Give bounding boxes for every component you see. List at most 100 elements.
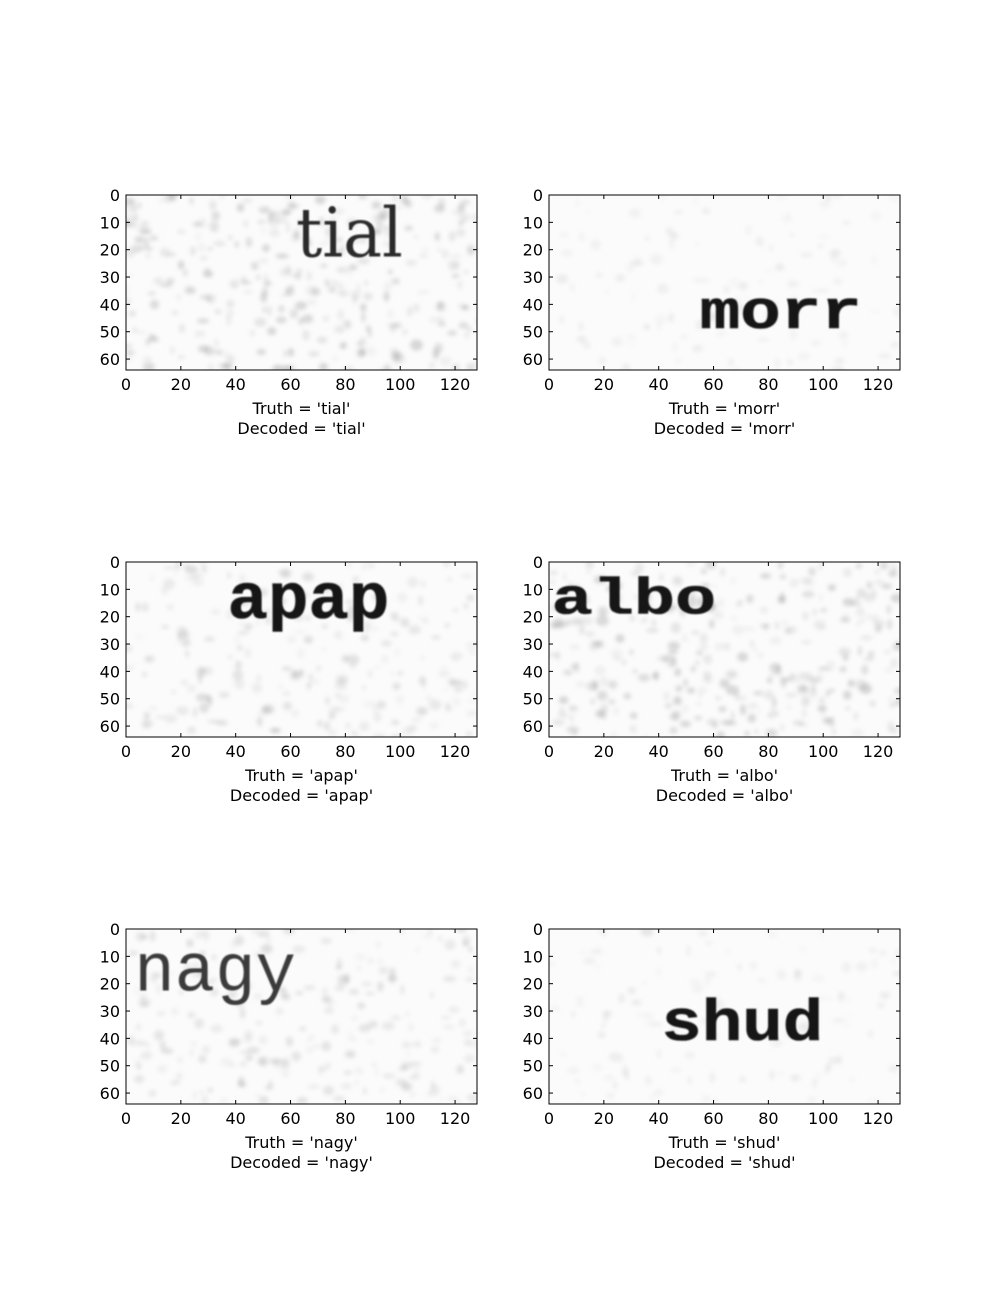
noise-speck <box>895 640 900 651</box>
noise-speck <box>754 729 758 734</box>
panel-6: shud 0 20 40 60 80 100 120 0 10 20 30 40 50 60 Truth = … <box>523 920 901 1172</box>
y-tick-label: 60 <box>523 1084 543 1103</box>
noise-speck <box>611 337 623 347</box>
noise-speck <box>317 719 323 728</box>
y-tick-label: 0 <box>110 920 120 939</box>
noise-speck <box>613 1080 618 1090</box>
noise-speck <box>871 211 881 221</box>
noise-speck <box>346 654 360 665</box>
noise-speck <box>307 681 311 688</box>
noise-speck <box>319 216 324 227</box>
noise-speck <box>278 305 285 313</box>
noise-speck <box>355 953 366 961</box>
noise-speck <box>390 325 396 333</box>
noise-speck <box>367 1039 375 1045</box>
noise-speck <box>326 235 331 244</box>
x-tick-label: 0 <box>544 742 554 761</box>
noise-speck <box>466 594 475 601</box>
noise-speck <box>855 961 868 972</box>
noise-speck <box>151 972 162 978</box>
noise-speck <box>179 989 183 996</box>
noise-speck <box>848 1077 857 1083</box>
noise-speck <box>350 731 358 735</box>
noise-speck <box>779 723 785 732</box>
noise-speck <box>731 615 737 622</box>
noise-speck <box>657 586 664 595</box>
x-tick-label: 20 <box>594 375 614 394</box>
noise-speck <box>558 713 569 718</box>
noise-speck <box>759 606 769 614</box>
y-tick-label: 40 <box>100 662 120 681</box>
noise-speck <box>680 334 687 340</box>
image-noise <box>126 562 477 737</box>
noise-speck <box>395 695 404 704</box>
noise-speck <box>325 696 330 705</box>
noise-speck <box>228 989 237 999</box>
noise-speck <box>358 1023 371 1033</box>
noise-speck <box>157 199 164 203</box>
x-tick-label: 40 <box>649 375 669 394</box>
x-tick-label: 120 <box>863 742 894 761</box>
noise-speck <box>576 335 587 343</box>
noise-speck <box>720 719 734 726</box>
noise-speck <box>280 268 285 277</box>
x-tick-label: 0 <box>121 742 131 761</box>
noise-speck <box>829 249 841 258</box>
noise-speck <box>263 281 272 286</box>
noise-speck <box>383 282 392 292</box>
noise-speck <box>657 968 662 978</box>
noise-speck <box>322 584 331 593</box>
noise-speck <box>442 249 449 259</box>
noise-speck <box>583 957 596 965</box>
noise-speck <box>262 306 267 313</box>
noise-speck <box>226 299 235 308</box>
x-tick-label: 120 <box>440 1109 471 1128</box>
noise-speck <box>838 991 845 1002</box>
noise-speck <box>786 626 799 634</box>
noise-speck <box>332 355 338 362</box>
noise-speck <box>855 607 865 617</box>
noise-speck <box>134 236 145 244</box>
noise-speck <box>830 256 837 262</box>
noise-speck <box>257 219 266 224</box>
noise-speck <box>240 1074 244 1086</box>
noise-speck <box>785 693 798 697</box>
noise-speck <box>889 728 898 735</box>
noise-speck <box>297 591 309 599</box>
noise-speck <box>740 704 746 716</box>
noise-speck <box>321 624 328 629</box>
noise-speck <box>783 619 787 628</box>
noise-speck <box>437 936 444 942</box>
noise-speck <box>143 711 150 721</box>
noise-speck <box>465 977 475 982</box>
noise-speck <box>443 1025 455 1029</box>
noise-speck <box>452 363 460 370</box>
y-tick-label: 30 <box>523 268 543 287</box>
noise-speck <box>243 1035 253 1044</box>
noise-speck <box>416 945 420 954</box>
noise-speck <box>437 670 451 678</box>
noise-speck <box>210 1024 223 1033</box>
x-tick-label: 60 <box>280 742 300 761</box>
noise-speck <box>819 563 823 570</box>
noise-speck <box>466 710 477 717</box>
noise-speck <box>642 981 648 985</box>
noise-speck <box>879 991 891 1000</box>
noise-speck <box>469 214 477 222</box>
noise-speck <box>336 675 349 684</box>
noise-speck <box>672 576 683 586</box>
noise-speck <box>346 562 352 568</box>
noise-speck <box>357 965 361 971</box>
noise-speck <box>710 1072 715 1083</box>
noise-speck <box>630 615 635 622</box>
noise-speck <box>874 570 881 575</box>
noise-speck <box>148 333 155 339</box>
noise-speck <box>359 721 370 732</box>
noise-speck <box>716 731 725 737</box>
noise-speck <box>789 672 795 680</box>
noise-speck <box>340 245 345 251</box>
noise-speck <box>127 1035 136 1046</box>
noise-speck <box>774 263 785 271</box>
noise-speck <box>681 705 689 714</box>
noise-speck <box>367 1020 379 1029</box>
